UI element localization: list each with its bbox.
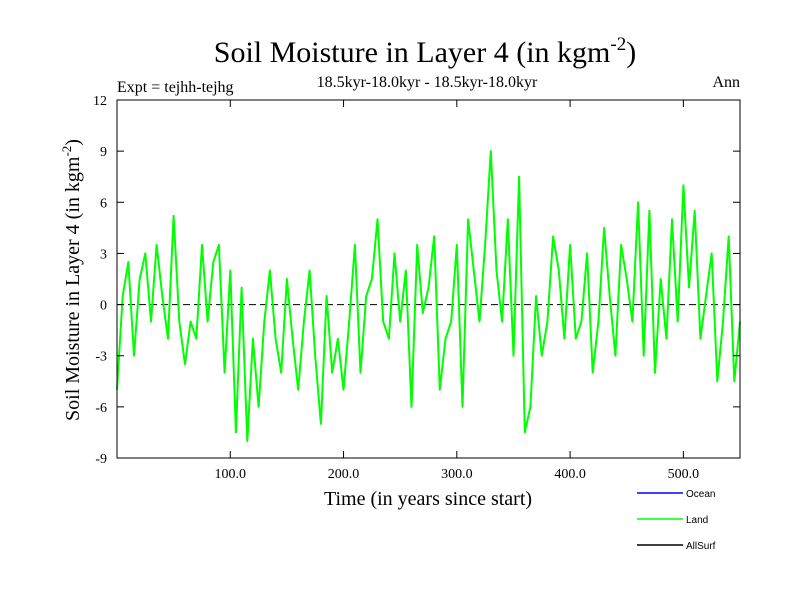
x-tick-label: 200.0 xyxy=(328,467,360,482)
y-tick-label: 3 xyxy=(100,247,107,262)
x-axis-label: Time (in years since start) xyxy=(324,488,532,510)
y-axis-label-close: ) xyxy=(62,139,84,146)
chart-title-main: Soil Moisture in Layer 4 (in kgm xyxy=(214,36,611,69)
legend-label-allsurf: AllSurf xyxy=(686,541,716,552)
y-axis-label-main: Soil Moisture in Layer 4 (in kgm xyxy=(62,156,84,421)
x-tick-label: 500.0 xyxy=(668,467,700,482)
experiment-label: Expt = tejhh-tejhg xyxy=(117,79,234,96)
y-tick-label: 9 xyxy=(100,145,107,160)
series-line-land xyxy=(116,150,741,442)
chart-subtitle: 18.5kyr-18.0kyr - 18.5kyr-18.0kyr xyxy=(317,74,538,91)
legend-label-land: Land xyxy=(686,515,708,526)
season-label: Ann xyxy=(712,74,740,91)
x-tick-label: 400.0 xyxy=(554,467,586,482)
y-tick-label: 12 xyxy=(93,94,107,109)
series-group xyxy=(116,150,741,442)
legend-label-ocean: Ocean xyxy=(686,489,715,500)
ticks-group: 100.0 200.0 300.0 400.0 500.0 -9 -6 -3 0 3 6 9 12 xyxy=(93,94,740,482)
y-axis-label: Soil Moisture in Layer 4 (in kgm-2) xyxy=(59,139,84,421)
chart-title-close: ) xyxy=(626,36,636,69)
x-tick-label: 100.0 xyxy=(215,467,247,482)
legend: Ocean Land AllSurf xyxy=(637,489,716,552)
plot-frame xyxy=(116,99,741,459)
chart-title: Soil Moisture in Layer 4 (in kgm-2) xyxy=(214,34,636,69)
y-tick-label: 6 xyxy=(100,196,107,211)
y-axis-label-superscript: -2 xyxy=(59,146,74,157)
y-tick-label: -9 xyxy=(95,452,107,467)
y-tick-label: 0 xyxy=(100,299,107,314)
y-tick-label: -6 xyxy=(95,401,107,416)
chart-title-superscript: -2 xyxy=(610,34,626,55)
x-tick-label: 300.0 xyxy=(441,467,473,482)
y-tick-label: -3 xyxy=(95,350,107,365)
